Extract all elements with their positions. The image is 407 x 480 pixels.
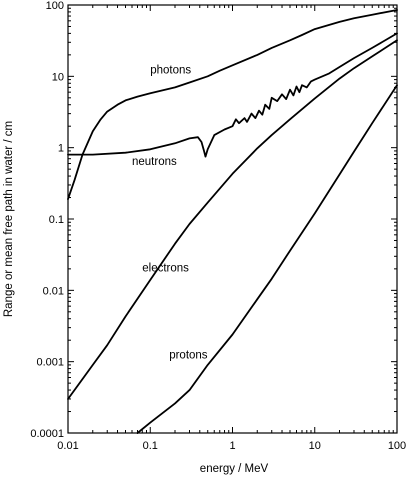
x-axis: 0.01 0.1 1 10 100 (57, 5, 406, 452)
series-layer (67, 9, 398, 434)
series-line-electrons (67, 39, 398, 400)
plot-area (67, 4, 398, 434)
series-labels: photons neutrons electrons protons (132, 64, 208, 361)
x-tick-label: 0.01 (57, 440, 78, 452)
y-tick-label: 0.1 (49, 214, 64, 226)
y-axis-title: Range or mean free path in water / cm (3, 121, 15, 317)
y-tick-label: 0.001 (36, 357, 64, 369)
series-label-neutrons: neutrons (132, 156, 177, 168)
y-tick-label: 0.0001 (30, 428, 64, 440)
x-tick-label: 100 (388, 440, 406, 452)
y-axis: 0.0001 0.001 0.01 0.1 1 10 100 (30, 0, 397, 440)
y-tick-label: 1 (58, 143, 64, 155)
series-label-electrons: electrons (142, 262, 189, 274)
series-line-protons (136, 84, 398, 434)
plot-frame (67, 4, 398, 434)
x-tick-label: 10 (309, 440, 321, 452)
x-axis-title: energy / MeV (200, 463, 269, 475)
series-line-photons (67, 9, 398, 200)
y-tick-label: 0.01 (43, 285, 64, 297)
y-tick-label: 10 (52, 71, 64, 83)
x-tick-label: 1 (229, 440, 235, 452)
y-tick-label: 100 (46, 0, 64, 12)
series-label-photons: photons (150, 64, 191, 76)
series-line-neutrons (67, 32, 398, 158)
series-label-protons: protons (169, 350, 208, 362)
x-tick-label: 0.1 (143, 440, 158, 452)
